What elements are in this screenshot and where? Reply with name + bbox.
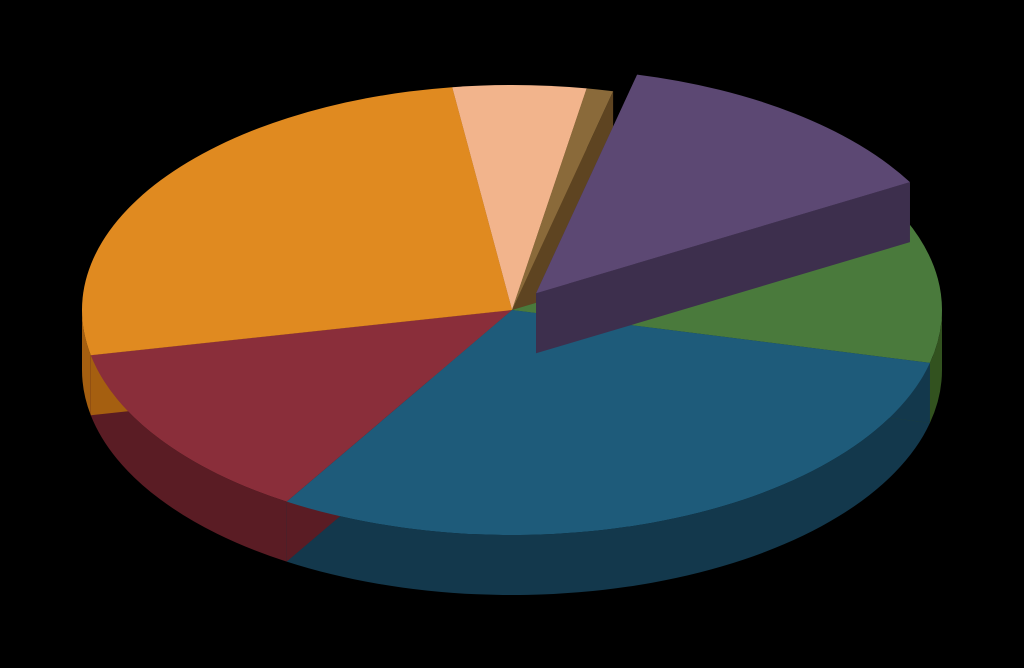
pie-chart-3d (0, 0, 1024, 668)
pie-tops (82, 75, 942, 535)
slice-orange-top (82, 87, 512, 355)
